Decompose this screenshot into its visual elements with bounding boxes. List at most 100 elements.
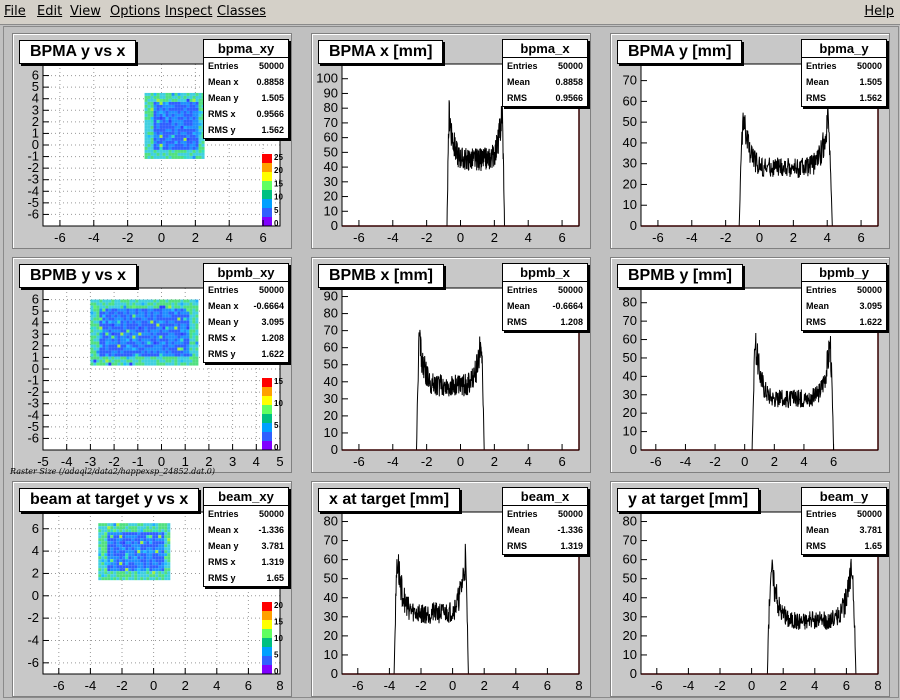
heat-cell <box>99 347 103 351</box>
heat-cell <box>161 565 165 569</box>
heat-cell <box>132 335 136 339</box>
palette-step <box>262 217 272 227</box>
heat-cell <box>119 562 123 566</box>
heat-cell <box>183 350 187 354</box>
x-tick-label: 0 <box>150 678 157 693</box>
stats-row: Mean -0.6664 <box>503 298 587 314</box>
heat-cell <box>108 317 112 321</box>
heat-cell <box>138 362 142 366</box>
heat-cell <box>93 332 97 336</box>
heat-cell <box>143 571 147 575</box>
y-tick-label: 80 <box>324 514 338 529</box>
pad-bpmb_y[interactable]: -6 -4 -2 0 2 4 6 0 10 20 30 40 50 60 70 80 BPMB y [mm] bp… <box>610 257 890 473</box>
heat-cell <box>162 362 166 366</box>
heat-cell <box>122 538 126 542</box>
menu-view[interactable]: View <box>70 4 101 19</box>
x-tick-label: 4 <box>525 230 532 245</box>
heat-cell <box>165 98 169 102</box>
heat-cell <box>171 122 175 126</box>
heat-cell <box>104 568 108 572</box>
heat-cell <box>144 149 148 153</box>
heat-cell <box>128 547 132 551</box>
heat-cell <box>159 95 163 99</box>
menu-inspect[interactable]: Inspect <box>165 4 213 19</box>
root-canvas[interactable]: 25 20 15 10 5 0 -6 -4 -2 0 2 4 6 -6 -5 -4 -3 -2 -1 0 1 2 3 4 5 6 B… <box>3 26 899 698</box>
heat-cell <box>156 320 160 324</box>
heat-cell <box>201 140 205 144</box>
heat-cell <box>192 152 196 156</box>
heat-cell <box>144 311 148 315</box>
menu-edit[interactable]: Edit <box>37 4 63 19</box>
heat-cell <box>150 119 154 123</box>
menu-help[interactable]: Help <box>864 4 894 19</box>
heat-cell <box>174 95 178 99</box>
y-tick-label: 60 <box>324 552 338 567</box>
heat-cell <box>104 550 108 554</box>
heat-cell <box>153 128 157 132</box>
heat-cell <box>111 335 115 339</box>
heat-cell <box>155 568 159 572</box>
heat-cell <box>189 137 193 141</box>
x-tick-label: 4 <box>512 678 519 693</box>
heat-cell <box>186 341 190 345</box>
pad-bpma_x[interactable]: -6 -4 -2 0 2 4 6 0 10 20 30 40 50 60 70 80 90 100 BPMA x [… <box>311 33 591 249</box>
heat-cell <box>177 305 181 309</box>
heat-cell <box>114 338 118 342</box>
heat-cell <box>162 143 166 147</box>
pad-beam_x[interactable]: -6 -4 -2 0 2 4 6 8 0 10 20 30 40 50 60 70 80 x at target … <box>311 481 591 697</box>
heat-cell <box>189 347 193 351</box>
heat-cell <box>150 344 154 348</box>
heat-cell <box>90 353 94 357</box>
menu-file[interactable]: File <box>4 4 26 19</box>
heat-cell <box>153 332 157 336</box>
heat-cell <box>96 314 100 318</box>
heat-cell <box>116 562 120 566</box>
pad-beam_y[interactable]: -6 -4 -2 0 2 4 6 8 0 10 20 30 40 50 60 70 80 y at target … <box>610 481 890 697</box>
heat-cell <box>155 544 159 548</box>
heat-cell <box>110 553 114 557</box>
heat-cell <box>138 323 142 327</box>
heat-cell <box>156 95 160 99</box>
heat-cell <box>177 122 181 126</box>
heat-cell <box>192 155 196 159</box>
heat-cell <box>116 526 120 530</box>
heat-cell <box>164 565 168 569</box>
heat-cell <box>137 523 141 527</box>
pad-beam_xy[interactable]: 20 15 10 5 0 -6 -4 -2 0 2 4 6 8 -6 -4 -2 0 2 4 6 beam at tar… <box>12 481 292 697</box>
heat-cell <box>132 302 136 306</box>
heat-cell <box>132 323 136 327</box>
heat-cell <box>159 140 163 144</box>
heat-cell <box>165 356 169 360</box>
pad-bpmb_xy[interactable]: 15 10 5 0 -5 -4 -3 -2 -1 0 1 2 3 4 5 -6 -5 -4 -3 -2 -1 0 1 2 3 4 5… <box>12 257 292 473</box>
heat-cell <box>132 305 136 309</box>
pad-bpmb_x[interactable]: -6 -4 -2 0 2 4 6 0 10 20 30 40 50 60 70 80 90 BPMB x [mm]… <box>311 257 591 473</box>
heat-cell <box>117 341 121 345</box>
heat-cell <box>183 302 187 306</box>
heat-cell <box>113 550 117 554</box>
y-tick-label: 60 <box>623 332 637 347</box>
heat-cell <box>159 125 163 129</box>
x-tick-label: 0 <box>449 678 456 693</box>
heat-cell <box>93 323 97 327</box>
stats-row: Mean y 3.095 <box>204 314 288 330</box>
menu-options[interactable]: Options <box>110 4 161 19</box>
menu-classes[interactable]: Classes <box>217 4 266 19</box>
heat-cell <box>114 305 118 309</box>
heat-cell <box>137 541 141 545</box>
heat-cell <box>99 329 103 333</box>
palette-step <box>262 423 272 433</box>
heat-cell <box>195 344 199 348</box>
heat-cell <box>180 305 184 309</box>
pad-bpma_y[interactable]: -6 -4 -2 0 2 4 6 0 10 20 30 40 50 60 70 BPMA y [mm] bpma… <box>610 33 890 249</box>
heat-cell <box>135 305 139 309</box>
heat-cell <box>189 125 193 129</box>
heat-cell <box>114 341 118 345</box>
pad-bpma_xy[interactable]: 25 20 15 10 5 0 -6 -4 -2 0 2 4 6 -6 -5 -4 -3 -2 -1 0 1 2 3 4 5 6 B… <box>12 33 292 249</box>
heat-cell <box>195 320 199 324</box>
heat-cell <box>93 302 97 306</box>
stats-key: Mean y <box>208 541 239 551</box>
heat-cell <box>198 116 202 120</box>
heat-cell <box>156 323 160 327</box>
y-tick-label: 10 <box>623 197 637 212</box>
heat-cell <box>134 547 138 551</box>
